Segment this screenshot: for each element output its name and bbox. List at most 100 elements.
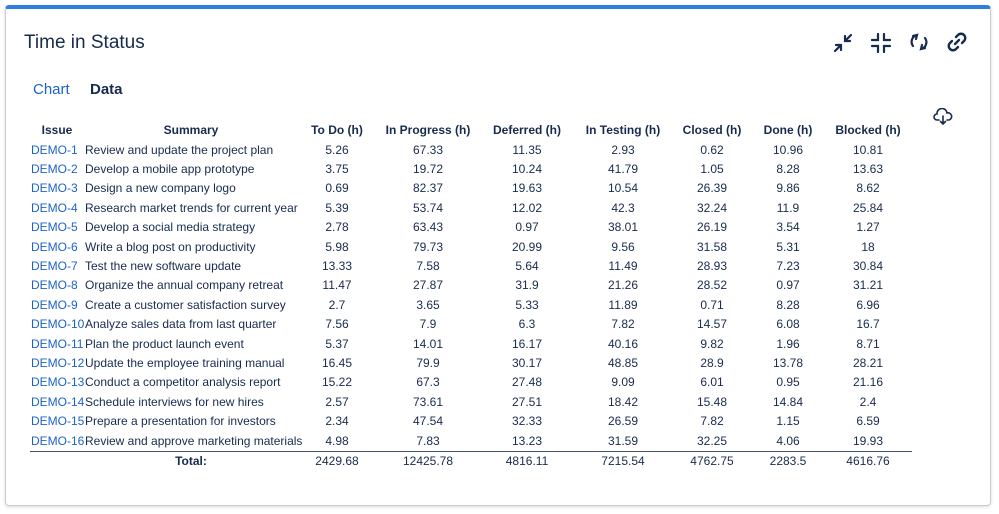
- summary: Plan the product launch event: [85, 336, 244, 351]
- cell-value: 7.82: [700, 414, 724, 429]
- cell-value: 0.62: [700, 142, 724, 157]
- total-value: 2283.5: [769, 454, 807, 468]
- cell-value: 31.21: [852, 278, 884, 293]
- cell-value: 10.96: [772, 142, 804, 157]
- summary: Organize the annual company retreat: [85, 278, 284, 293]
- cell-value: 32.25: [696, 433, 728, 448]
- summary: Conduct a competitor analysis report: [85, 375, 281, 390]
- total-divider: [30, 451, 912, 452]
- cell-value: 48.85: [607, 355, 639, 370]
- summary: Test the new software update: [85, 258, 242, 273]
- cell-value: 2.7: [328, 297, 346, 312]
- issue-link[interactable]: DEMO-5: [31, 220, 78, 235]
- cell-value: 53.74: [412, 200, 444, 215]
- issue-link[interactable]: DEMO-8: [31, 278, 78, 293]
- cell-value: 9.86: [776, 181, 800, 196]
- cell-value: 3.65: [416, 297, 440, 312]
- cell-value: 31.59: [607, 433, 639, 448]
- column-header: Issue: [41, 123, 73, 137]
- cell-value: 26.59: [607, 414, 639, 429]
- column-header: Closed (h): [682, 123, 742, 137]
- minimize-icon[interactable]: [870, 32, 892, 54]
- cell-value: 40.16: [607, 336, 639, 351]
- summary: Review and approve marketing materials: [85, 433, 303, 448]
- refresh-icon[interactable]: [908, 31, 930, 53]
- cell-value: 0.71: [700, 297, 724, 312]
- issue-link[interactable]: DEMO-12: [31, 355, 85, 370]
- download-icon[interactable]: [933, 108, 953, 126]
- cell-value: 63.43: [412, 220, 444, 235]
- cell-value: 7.82: [611, 317, 635, 332]
- cell-value: 5.37: [325, 336, 349, 351]
- cell-value: 3.54: [776, 220, 800, 235]
- total-value: 7215.54: [601, 454, 645, 468]
- cell-value: 0.97: [515, 220, 539, 235]
- cell-value: 5.26: [325, 142, 349, 157]
- cell-value: 16.7: [856, 317, 880, 332]
- cell-value: 5.33: [515, 297, 539, 312]
- cell-value: 9.56: [611, 239, 635, 254]
- issue-link[interactable]: DEMO-14: [31, 394, 85, 409]
- cell-value: 4.98: [325, 433, 349, 448]
- tab-data[interactable]: Data: [90, 81, 123, 98]
- issue-link[interactable]: DEMO-10: [31, 317, 85, 332]
- cell-value: 5.39: [325, 200, 349, 215]
- tab-chart[interactable]: Chart: [33, 81, 70, 98]
- cell-value: 0.95: [776, 375, 800, 390]
- cell-value: 28.21: [852, 355, 884, 370]
- issue-link[interactable]: DEMO-7: [31, 258, 78, 273]
- issue-link[interactable]: DEMO-9: [31, 297, 78, 312]
- issue-link[interactable]: DEMO-2: [31, 161, 78, 176]
- cell-value: 21.16: [852, 375, 884, 390]
- cell-value: 15.22: [321, 375, 353, 390]
- cell-value: 28.52: [696, 278, 728, 293]
- cell-value: 16.17: [511, 336, 543, 351]
- cell-value: 13.33: [321, 258, 353, 273]
- cell-value: 7.58: [416, 258, 440, 273]
- cell-value: 19.72: [412, 161, 444, 176]
- issue-link[interactable]: DEMO-16: [31, 433, 85, 448]
- cell-value: 13.23: [511, 433, 543, 448]
- cell-value: 9.09: [611, 375, 635, 390]
- cell-value: 15.48: [696, 394, 728, 409]
- issue-link[interactable]: DEMO-15: [31, 414, 85, 429]
- total-value: 4816.11: [505, 454, 549, 468]
- cell-value: 1.15: [776, 414, 800, 429]
- cell-value: 18: [861, 239, 875, 254]
- cell-value: 67.33: [412, 142, 444, 157]
- cell-value: 5.98: [325, 239, 349, 254]
- summary: Research market trends for current year: [85, 200, 298, 215]
- cell-value: 11.9: [776, 200, 800, 215]
- cell-value: 47.54: [412, 414, 444, 429]
- collapse-icon[interactable]: [832, 32, 854, 54]
- cell-value: 11.35: [512, 142, 542, 157]
- total-value: 12425.78: [402, 454, 454, 468]
- cell-value: 7.56: [325, 317, 349, 332]
- issue-link[interactable]: DEMO-4: [31, 200, 78, 215]
- cell-value: 21.26: [607, 278, 639, 293]
- cell-value: 41.79: [607, 161, 639, 176]
- cell-value: 73.61: [412, 394, 444, 409]
- cell-value: 32.33: [511, 414, 543, 429]
- issue-link[interactable]: DEMO-6: [31, 239, 78, 254]
- cell-value: 9.82: [700, 336, 724, 351]
- link-icon[interactable]: [946, 31, 968, 53]
- column-header: In Progress (h): [385, 123, 471, 137]
- issue-link[interactable]: DEMO-13: [31, 375, 85, 390]
- cell-value: 19.63: [511, 181, 543, 196]
- cell-value: 6.01: [700, 375, 724, 390]
- cell-value: 3.75: [325, 161, 349, 176]
- card: [5, 5, 991, 506]
- cell-value: 11.47: [322, 278, 352, 293]
- issue-link[interactable]: DEMO-3: [31, 181, 78, 196]
- column-header: Summary: [163, 123, 219, 137]
- cell-value: 20.99: [511, 239, 543, 254]
- total-value: 2429.68: [315, 454, 359, 468]
- cell-value: 14.57: [696, 317, 728, 332]
- issue-link[interactable]: DEMO-11: [31, 336, 84, 351]
- cell-value: 7.9: [419, 317, 437, 332]
- title: Time in Status: [24, 32, 145, 53]
- cell-value: 8.71: [856, 336, 880, 351]
- issue-link[interactable]: DEMO-1: [31, 142, 78, 157]
- cell-value: 2.78: [325, 220, 349, 235]
